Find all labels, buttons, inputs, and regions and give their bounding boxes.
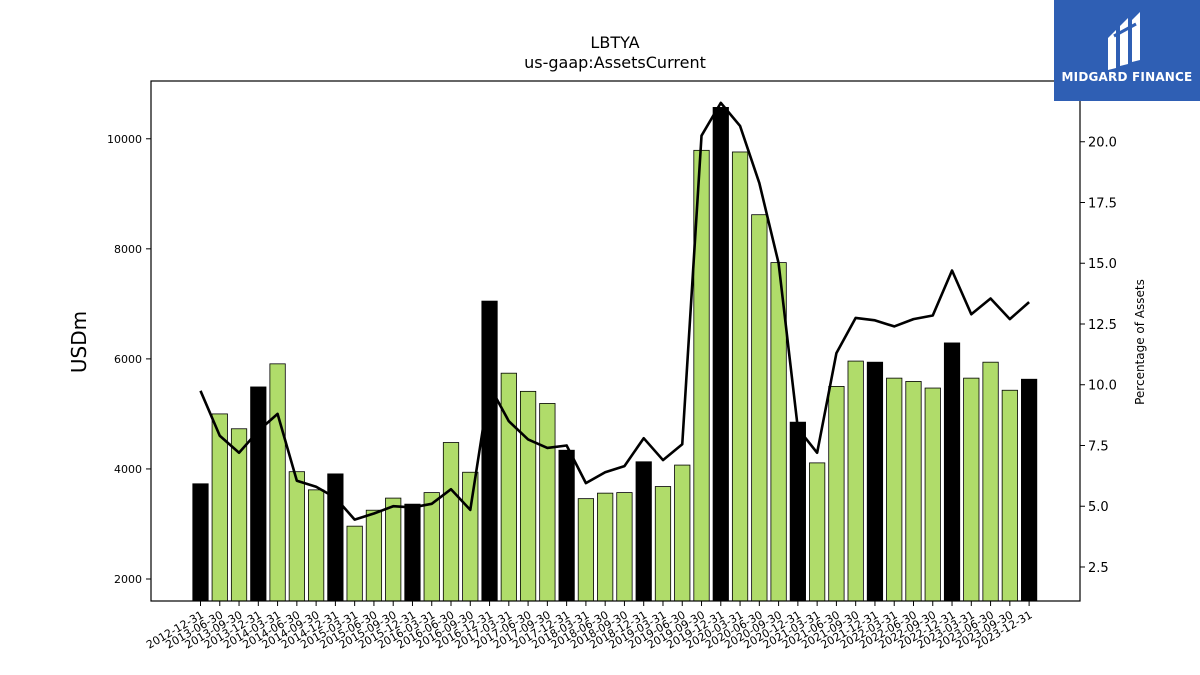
series-line — [199, 101, 1030, 521]
bar — [462, 471, 479, 602]
y2-tick-label: 17.5 — [1088, 196, 1117, 211]
y2-tick-label: 5.0 — [1088, 500, 1109, 515]
bar — [250, 386, 267, 602]
bar — [230, 428, 248, 602]
bar — [385, 497, 402, 602]
bar — [809, 462, 826, 602]
chart-title: LBTYA — [590, 33, 639, 52]
y-tick-label: 6000 — [114, 353, 142, 366]
bar — [346, 525, 363, 602]
bar — [597, 492, 614, 602]
plot-area: 2000 4000 6000 8000 10000 2.5 5.0 7.5 10.0 12.5 15… — [107, 80, 1117, 652]
bar — [847, 360, 864, 602]
bar — [1021, 378, 1038, 602]
bar — [616, 492, 633, 602]
bar — [905, 381, 922, 602]
y-tick-label: 2000 — [114, 573, 142, 586]
bar — [751, 214, 768, 602]
bar — [577, 498, 595, 602]
bar — [731, 151, 749, 602]
bar — [982, 361, 999, 602]
bar — [539, 403, 556, 602]
y-axis-label: USDm — [67, 311, 91, 373]
bar — [288, 471, 305, 602]
y-tick-label: 4000 — [114, 463, 142, 476]
bar — [442, 442, 460, 602]
bar — [500, 372, 517, 602]
y-tick-label: 8000 — [114, 243, 142, 256]
bar — [327, 473, 344, 602]
y2-axis-label: Percentage of Assets — [1133, 279, 1147, 405]
midgard-m-icon — [1108, 12, 1140, 70]
bar — [654, 486, 672, 602]
midgard-logo: MIDGARD FINANCE — [1054, 0, 1200, 101]
bar — [558, 449, 575, 602]
y2-tick-label: 12.5 — [1088, 318, 1117, 333]
bar — [789, 421, 806, 602]
bar — [828, 385, 845, 602]
bar — [481, 300, 498, 602]
bar — [519, 390, 537, 602]
bar — [1001, 389, 1018, 602]
bar — [635, 461, 652, 602]
bar — [712, 107, 729, 602]
logo-text: MIDGARD FINANCE — [1061, 70, 1193, 84]
bar — [924, 387, 941, 602]
bar — [423, 492, 440, 602]
bar — [365, 509, 383, 602]
bar — [404, 503, 421, 602]
bar — [674, 464, 691, 602]
y2-tick-label: 10.0 — [1088, 379, 1117, 394]
y2-tick-label: 2.5 — [1088, 561, 1109, 576]
bar — [269, 363, 286, 602]
bar — [192, 483, 209, 602]
plot-frame — [150, 80, 1081, 602]
bar — [943, 342, 961, 602]
chart-subtitle: us-gaap:AssetsCurrent — [524, 53, 706, 72]
bar — [963, 377, 980, 602]
y2-tick-label: 20.0 — [1088, 136, 1117, 151]
bar — [886, 377, 903, 602]
y-tick-label: 10000 — [107, 133, 142, 146]
bar — [866, 361, 884, 602]
bar — [308, 489, 325, 602]
y2-tick-label: 7.5 — [1088, 439, 1109, 454]
y2-tick-label: 15.0 — [1088, 257, 1117, 272]
